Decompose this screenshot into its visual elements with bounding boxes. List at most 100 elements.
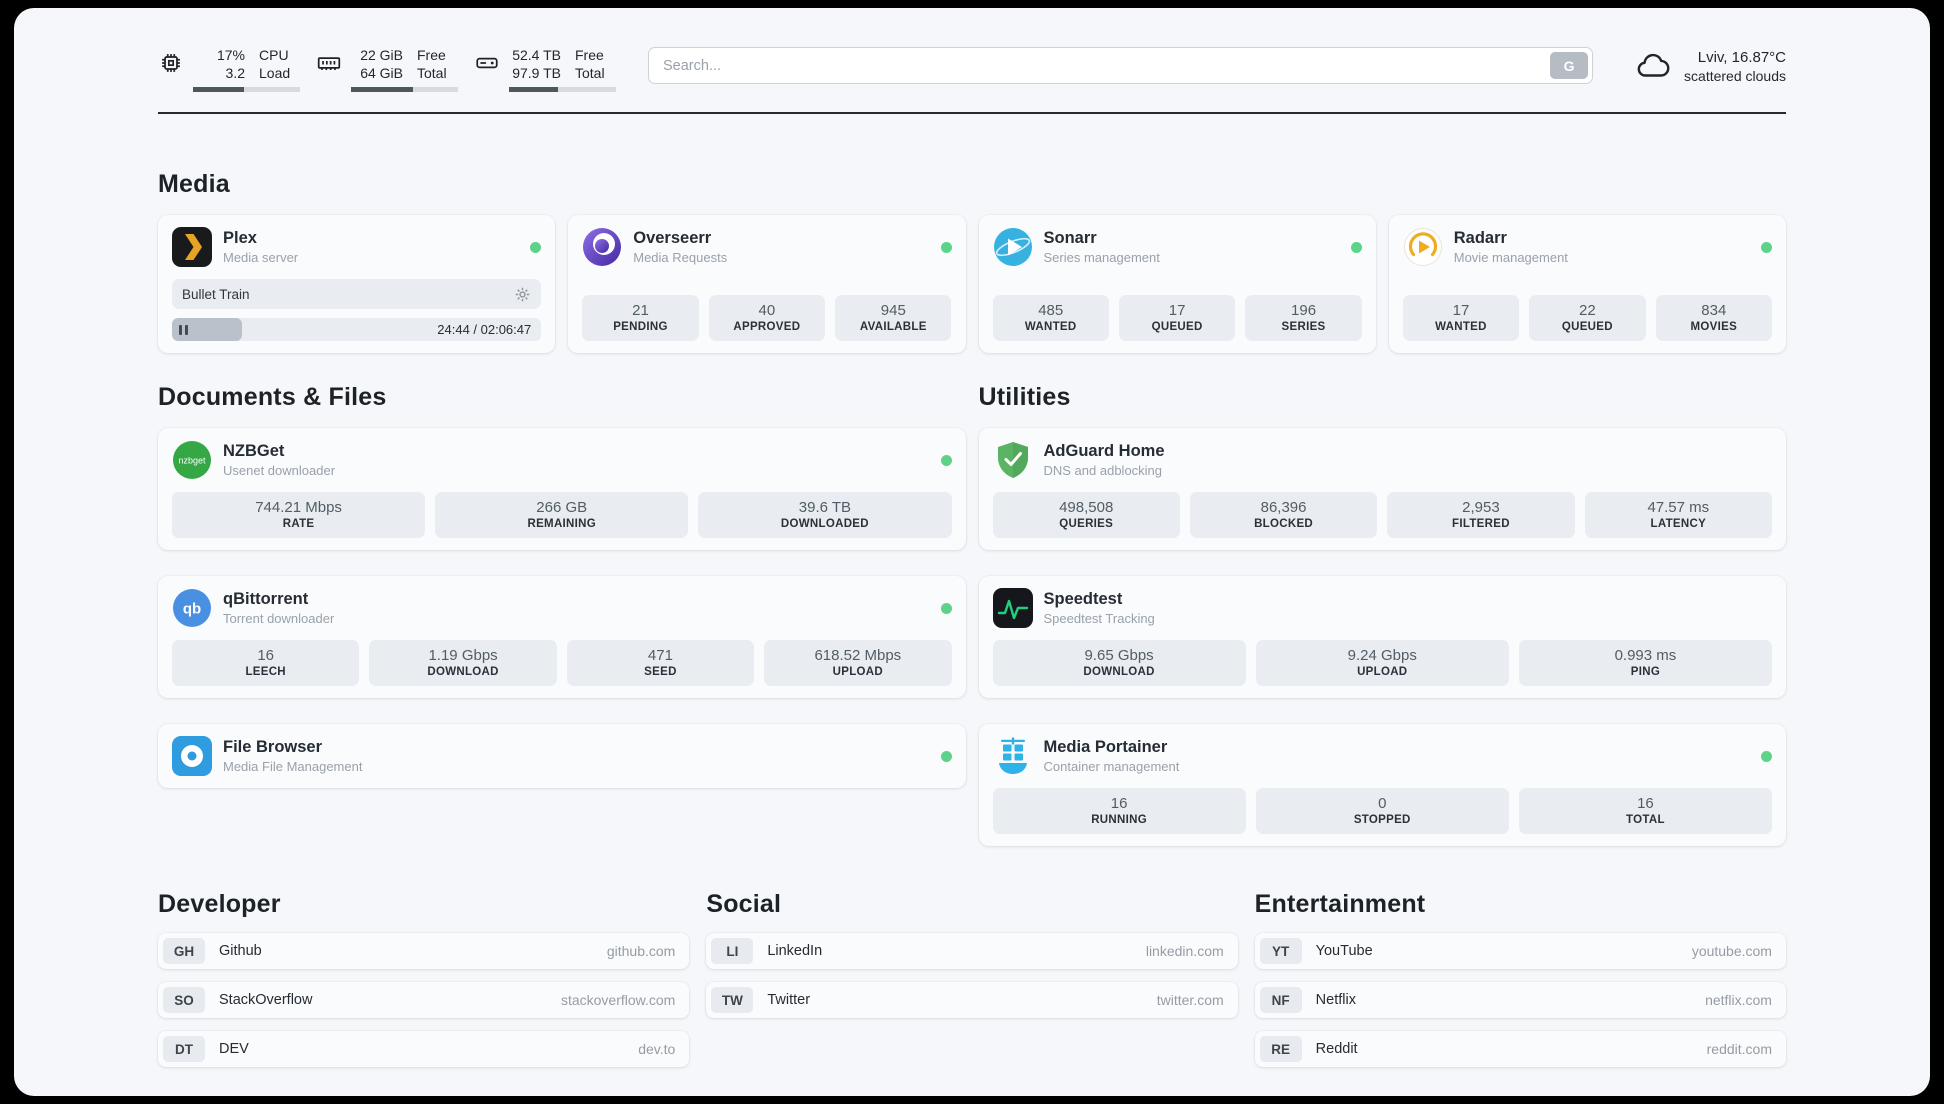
service-subtitle: Usenet downloader [223,463,336,478]
service-subtitle: Media server [223,250,299,265]
stat-value: 0 [1378,795,1387,812]
stat-label: QUEUED [1151,321,1203,333]
status-indicator [1761,241,1772,253]
service-name: NZBGet [223,442,285,460]
portainer-card[interactable]: Media Portainer Container management 16 … [978,724,1786,846]
stat-value: 22 [1579,302,1596,319]
link-url: github.com [606,943,676,959]
link-github[interactable]: GH Github github.com [158,933,690,969]
weather-location: Lviv, 16.87°C [1697,49,1786,66]
link-youtube[interactable]: YT YouTube youtube.com [1254,933,1786,969]
stat-label: FILTERED [1452,518,1510,530]
link-twitter[interactable]: TW Twitter twitter.com [706,982,1238,1018]
stat-label: WANTED [1024,321,1077,333]
stat-value: 498,508 [1059,499,1114,516]
qbittorrent-card[interactable]: qb qBittorrent Torrent downloader 16 [158,576,966,698]
pause-icon[interactable] [179,324,188,335]
stat-box: 834 MOVIES [1655,295,1772,341]
stat-box: 1.19 Gbps DOWNLOAD [369,640,557,686]
plex-icon [172,227,212,267]
stat-value: 16 [1110,795,1128,812]
stat-value: 744.21 Mbps [255,499,342,516]
disk-progress-bar [509,87,616,92]
adguard-card[interactable]: AdGuard Home DNS and adblocking 498,508 … [978,428,1786,550]
service-subtitle: Media File Management [223,759,363,774]
stat-box: 22 QUEUED [1529,295,1646,341]
section-title-documents: Documents & Files [158,383,387,411]
stat-box: 498,508 QUERIES [992,492,1180,538]
stat-box: 39.6 TB DOWNLOADED [698,492,952,538]
stat-box: 86,396 BLOCKED [1189,492,1378,538]
search-bar: G [648,47,1594,84]
stat-value: 47.57 ms [1647,499,1710,516]
service-name: AdGuard Home [1043,442,1165,460]
ram-total-value: 64 GiB [360,65,403,81]
netflix-icon: NF [1259,987,1302,1013]
stat-value: 1.19 Gbps [428,647,498,664]
speedtest-icon [992,588,1033,628]
stat-label: RATE [282,518,315,530]
stat-label: WANTED [1435,321,1487,333]
twitter-icon: TW [711,987,754,1013]
plex-card[interactable]: Plex Media server Bullet Train [158,215,556,353]
stat-label: DOWNLOADED [780,518,869,530]
cpu-monitor: 17% CPU 3.2 Load [158,46,300,92]
search-engine-button[interactable]: G [1550,52,1589,79]
nzbget-icon: nzbget [172,440,212,480]
utilities-section: Utilities AdGuard Home DNS and adblockin… [978,383,1786,846]
svg-text:nzbget: nzbget [178,456,206,466]
dev-icon: DT [163,1036,205,1062]
section-title-developer: Developer [158,890,281,918]
link-name: Twitter [767,992,811,1008]
stat-value: 9.65 Gbps [1084,647,1154,664]
link-linkedin[interactable]: LI LinkedIn linkedin.com [706,933,1238,969]
stat-box: 471 SEED [566,640,755,686]
speedtest-card[interactable]: Speedtest Speedtest Tracking 9.65 Gbps D… [978,576,1786,698]
disk-monitor: 52.4 TB Free 97.9 TB Total [474,46,616,92]
stat-value: 618.52 Mbps [814,647,902,664]
status-indicator [1350,241,1362,253]
svg-text:qb: qb [183,601,201,618]
sonarr-card[interactable]: Sonarr Series management 485 WANTED 17 Q… [978,215,1376,353]
stat-value: 9.24 Gbps [1347,647,1417,664]
stat-value: 17 [1168,302,1186,319]
service-name: Media Portainer [1043,738,1168,756]
status-indicator [1761,750,1772,762]
gear-icon [514,286,531,303]
link-name: StackOverflow [219,992,313,1008]
stat-box: 9.65 Gbps DOWNLOAD [992,640,1246,686]
plex-settings-button[interactable] [514,286,531,303]
stat-label: BLOCKED [1254,518,1314,530]
status-indicator [940,602,952,614]
disk-free-label: Free [575,47,604,63]
stat-value: 471 [647,647,673,664]
cpu-usage-value: 17% [216,47,245,63]
stat-value: 21 [632,302,649,319]
link-netflix[interactable]: NF Netflix netflix.com [1254,982,1786,1018]
stat-label: REMAINING [527,518,596,530]
link-dev[interactable]: DT DEV dev.to [158,1031,690,1067]
github-icon: GH [163,938,205,964]
adguard-icon [993,440,1033,480]
stat-box: 266 GB REMAINING [435,492,689,538]
developer-section: Developer GH Github github.com SO StackO… [158,890,690,1067]
service-name: qBittorrent [223,590,309,608]
system-monitors: 17% CPU 3.2 Load 22 GiB [158,46,616,92]
service-name: Radarr [1453,229,1507,247]
radarr-card[interactable]: Radarr Movie management 17 WANTED 22 QUE… [1388,215,1786,353]
nzbget-card[interactable]: nzbget NZBGet Usenet downloader 744.21 M… [158,428,966,550]
top-bar: 17% CPU 3.2 Load 22 GiB [158,46,1786,92]
overseerr-card[interactable]: Overseerr Media Requests 21 PENDING 40 A… [568,215,966,353]
status-indicator [530,241,542,253]
search-input[interactable] [648,47,1594,84]
link-reddit[interactable]: RE Reddit reddit.com [1254,1031,1786,1067]
now-playing-row: Bullet Train [172,279,542,309]
stat-label: RUNNING [1091,814,1147,826]
link-url: netflix.com [1705,992,1772,1008]
service-subtitle: Movie management [1453,250,1568,265]
link-stackoverflow[interactable]: SO StackOverflow stackoverflow.com [158,982,690,1018]
service-name: Sonarr [1043,229,1097,247]
stat-box: 16 LEECH [172,640,360,686]
filebrowser-card[interactable]: File Browser Media File Management [158,724,966,788]
stat-label: UPLOAD [1357,666,1408,678]
